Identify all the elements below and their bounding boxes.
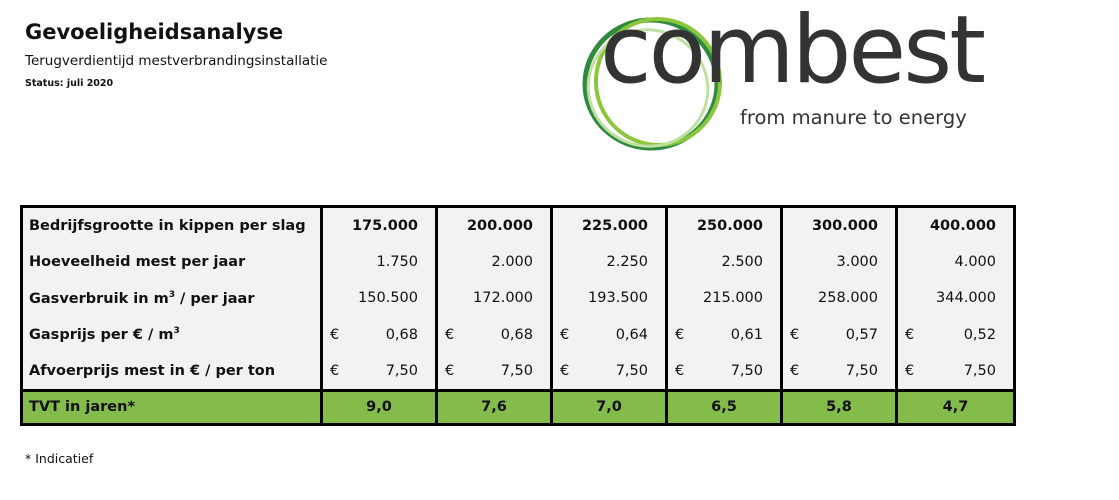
value-cell: €0,57 [780, 316, 898, 353]
tvt-cell: 4,7 [895, 388, 1016, 427]
value-text: 7,50 [845, 362, 878, 379]
logo-tagline: from manure to energy [740, 106, 967, 129]
row-label-text: Gasprijs per € / m [29, 326, 174, 343]
sensitivity-table: Bedrijfsgrootte in kippen per slag 175.0… [20, 205, 1016, 427]
combest-logo: combest from manure to energy [578, 0, 998, 158]
value-cell: €7,50 [895, 352, 1016, 391]
tvt-cell: 7,6 [435, 388, 553, 427]
tvt-label: TVT in jaren* [20, 388, 323, 427]
value-text: 0,68 [385, 326, 418, 343]
value-cell: 150.500 [320, 280, 438, 317]
value-text: 0,68 [500, 326, 533, 343]
value-text: 0,52 [963, 326, 996, 343]
value-cell: 193.500 [550, 280, 668, 317]
page-title: Gevoeligheidsanalyse [25, 20, 284, 44]
value-cell: €7,50 [435, 352, 553, 391]
size-cell: 175.000 [320, 205, 438, 245]
page-subtitle: Terugverdientijd mestverbrandingsinstall… [25, 53, 328, 69]
size-cell: 250.000 [665, 205, 783, 245]
value-cell: 215.000 [665, 280, 783, 317]
row-label-text: Gasverbruik in m [29, 290, 169, 307]
row-label: Gasprijs per € / m3 [20, 316, 323, 353]
value-cell: 258.000 [780, 280, 898, 317]
table-row: Afvoerprijs mest in € / per ton €7,50 €7… [20, 352, 1016, 391]
value-text: 7,50 [500, 362, 533, 379]
value-cell: €0,64 [550, 316, 668, 353]
currency-symbol: € [675, 326, 685, 343]
value-cell: €0,68 [320, 316, 438, 353]
currency-symbol: € [790, 326, 800, 343]
tvt-cell: 9,0 [320, 388, 438, 427]
logo-wordmark: combest [600, 0, 986, 105]
value-cell: 344.000 [895, 280, 1016, 317]
size-cell: 400.000 [895, 205, 1016, 245]
currency-symbol: € [790, 362, 800, 379]
row-label: Bedrijfsgrootte in kippen per slag [20, 205, 323, 245]
value-cell: €7,50 [320, 352, 438, 391]
row-label-sup: 3 [168, 289, 175, 300]
value-cell: €7,50 [665, 352, 783, 391]
size-cell: 225.000 [550, 205, 668, 245]
table-header-row: Bedrijfsgrootte in kippen per slag 175.0… [20, 205, 1016, 245]
value-cell: 2.500 [665, 244, 783, 281]
size-cell: 300.000 [780, 205, 898, 245]
value-cell: 172.000 [435, 280, 553, 317]
tvt-row: TVT in jaren* 9,0 7,6 7,0 6,5 5,8 4,7 [20, 388, 1016, 427]
currency-symbol: € [445, 362, 455, 379]
row-label: Hoeveelheid mest per jaar [20, 244, 323, 281]
logo-rings-icon [582, 17, 723, 151]
status-label: Status: juli 2020 [25, 78, 114, 89]
row-label-text: / per jaar [174, 290, 255, 307]
table-row: Gasverbruik in m3 / per jaar 150.500 172… [20, 280, 1016, 317]
value-cell: €7,50 [550, 352, 668, 391]
value-cell: €0,61 [665, 316, 783, 353]
currency-symbol: € [675, 362, 685, 379]
value-cell: €7,50 [780, 352, 898, 391]
table-row: Gasprijs per € / m3 €0,68 €0,68 €0,64 €0… [20, 316, 1016, 353]
row-label: Gasverbruik in m3 / per jaar [20, 280, 323, 317]
tvt-cell: 6,5 [665, 388, 783, 427]
currency-symbol: € [560, 362, 570, 379]
value-text: 7,50 [963, 362, 996, 379]
row-label-sup: 3 [173, 326, 180, 337]
value-cell: 4.000 [895, 244, 1016, 281]
footnote: * Indicatief [25, 451, 94, 466]
value-text: 0,57 [845, 326, 878, 343]
table-row: Hoeveelheid mest per jaar 1.750 2.000 2.… [20, 244, 1016, 281]
value-text: 0,61 [730, 326, 763, 343]
value-cell: €0,52 [895, 316, 1016, 353]
currency-symbol: € [905, 362, 915, 379]
value-cell: 2.000 [435, 244, 553, 281]
currency-symbol: € [445, 326, 455, 343]
value-text: 7,50 [615, 362, 648, 379]
tvt-cell: 5,8 [780, 388, 898, 427]
value-text: 7,50 [730, 362, 763, 379]
value-cell: 2.250 [550, 244, 668, 281]
size-cell: 200.000 [435, 205, 553, 245]
value-cell: €0,68 [435, 316, 553, 353]
value-cell: 1.750 [320, 244, 438, 281]
currency-symbol: € [905, 326, 915, 343]
value-cell: 3.000 [780, 244, 898, 281]
tvt-cell: 7,0 [550, 388, 668, 427]
currency-symbol: € [560, 326, 570, 343]
currency-symbol: € [330, 326, 340, 343]
currency-symbol: € [330, 362, 340, 379]
value-text: 7,50 [385, 362, 418, 379]
value-text: 0,64 [615, 326, 648, 343]
row-label: Afvoerprijs mest in € / per ton [20, 352, 323, 391]
